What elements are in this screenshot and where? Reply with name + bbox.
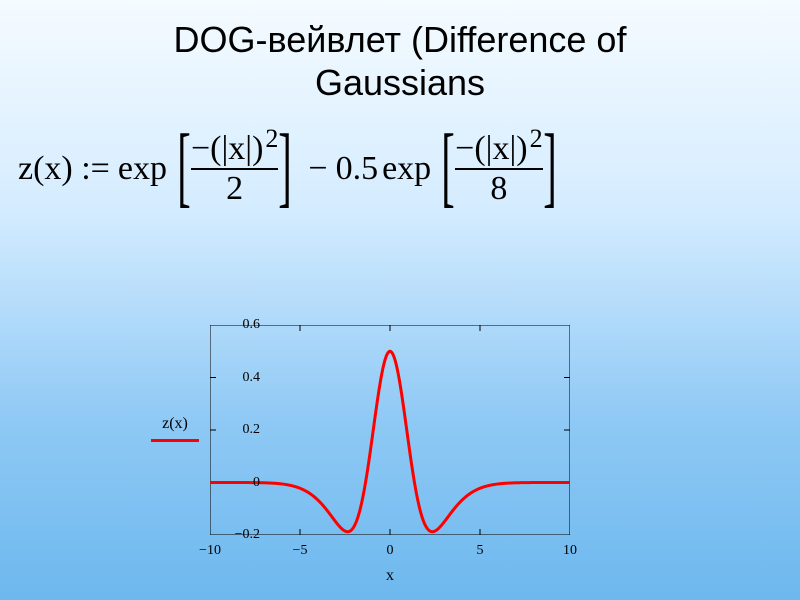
fraction-1: −( |x| ) 2 2	[191, 132, 278, 206]
bracket-close-2: ]	[543, 132, 556, 202]
title-line-2: Gaussians	[315, 62, 485, 103]
bracket-open-2: [	[441, 132, 454, 202]
ytick-label: 0.4	[210, 370, 260, 386]
formula-exp1: exp	[118, 150, 167, 188]
fraction-2: −( |x| ) 2 8	[455, 132, 542, 206]
ytick-label: 0.6	[210, 317, 260, 333]
formula: z(x) := exp [ −( |x| ) 2 2 ] − 0.5 exp […	[0, 132, 800, 206]
bracket-close-1: ]	[279, 132, 292, 202]
xtick-label: 5	[465, 543, 495, 559]
formula-coef: 0.5	[336, 150, 379, 188]
legend-line	[151, 439, 199, 442]
formula-minus: −	[308, 150, 327, 188]
xtick-label: −5	[285, 543, 315, 559]
chart: z(x) x −10−50510−0.200.20.40.6	[210, 325, 630, 585]
page-title: DOG-вейвлет (Difference of Gaussians	[0, 0, 800, 104]
series-line	[210, 351, 570, 531]
plot-svg	[210, 325, 570, 535]
xtick-label: −10	[195, 543, 225, 559]
legend-label: z(x)	[150, 415, 200, 433]
bracket-open-1: [	[177, 132, 190, 202]
formula-exp2: exp	[382, 150, 431, 188]
x-axis-title: x	[210, 567, 570, 585]
formula-lhs: z(x) :=	[18, 150, 110, 188]
xtick-label: 10	[555, 543, 585, 559]
xtick-label: 0	[375, 543, 405, 559]
ytick-label: 0.2	[210, 422, 260, 438]
title-line-1: DOG-вейвлет (Difference of	[174, 19, 627, 60]
ytick-label: −0.2	[210, 527, 260, 543]
ytick-label: 0	[210, 475, 260, 491]
